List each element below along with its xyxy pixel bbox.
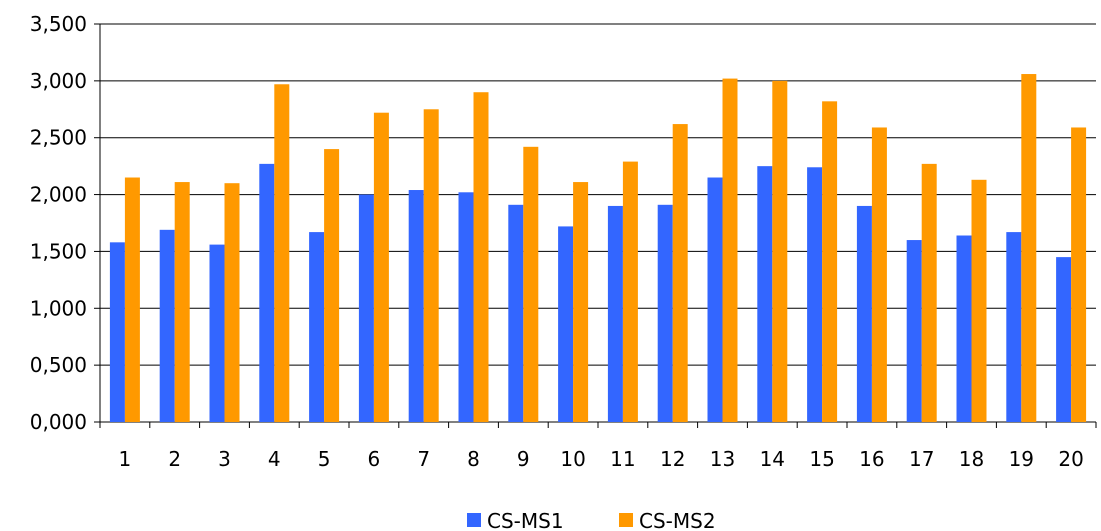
x-tick-label: 14 bbox=[760, 447, 785, 471]
y-tick-label: 3,500 bbox=[30, 12, 87, 36]
bar-cs-ms1-cat-4 bbox=[259, 163, 275, 422]
x-tick-label: 12 bbox=[660, 447, 685, 471]
x-tick-label: 16 bbox=[859, 447, 884, 471]
bar-cs-ms1-cat-19 bbox=[1006, 232, 1022, 422]
bar-cs-ms1-cat-3 bbox=[209, 244, 225, 422]
bar-cs-ms2-cat-3 bbox=[224, 183, 240, 422]
bar-cs-ms1-cat-10 bbox=[558, 226, 574, 422]
y-tick-label: 2,500 bbox=[30, 126, 87, 150]
bar-cs-ms1-cat-12 bbox=[657, 204, 673, 422]
bar-cs-ms2-cat-10 bbox=[573, 182, 589, 422]
bar-cs-ms1-cat-9 bbox=[508, 204, 524, 422]
x-tick-label: 20 bbox=[1058, 447, 1083, 471]
y-tick-labels: 0,000 0,500 1,000 1,500 2,000 2,500 3,000 3,500 bbox=[30, 12, 87, 434]
x-tick-label: 13 bbox=[710, 447, 735, 471]
legend: CS-MS1 CS-MS2 bbox=[467, 509, 716, 531]
x-tick-label: 19 bbox=[1009, 447, 1034, 471]
legend-label-cs-ms1: CS-MS1 bbox=[487, 509, 564, 531]
y-tick-label: 1,500 bbox=[30, 239, 87, 263]
bar-cs-ms2-cat-11 bbox=[622, 161, 638, 422]
bar-cs-ms1-cat-6 bbox=[358, 194, 374, 422]
bar-cs-ms1-cat-5 bbox=[309, 232, 325, 422]
gridlines bbox=[100, 23, 1096, 366]
x-tick-label: 2 bbox=[168, 447, 181, 471]
bar-cs-ms2-cat-13 bbox=[722, 78, 738, 422]
x-tick-label: 8 bbox=[467, 447, 480, 471]
bar-cs-ms1-cat-15 bbox=[807, 167, 823, 422]
bar-cs-ms1-cat-14 bbox=[757, 166, 773, 422]
bar-cs-ms2-cat-7 bbox=[423, 109, 439, 423]
bar-cs-ms1-cat-1 bbox=[109, 242, 125, 422]
x-tick-label: 10 bbox=[560, 447, 585, 471]
y-tick-label: 2,000 bbox=[30, 183, 87, 207]
x-tick-label: 9 bbox=[517, 447, 530, 471]
x-tick-label: 5 bbox=[318, 447, 331, 471]
bar-cs-ms2-cat-19 bbox=[1021, 74, 1037, 422]
bar-cs-ms2-cat-17 bbox=[921, 163, 937, 422]
bar-cs-ms2-cat-8 bbox=[473, 92, 489, 422]
bar-cs-ms1-cat-8 bbox=[458, 192, 474, 422]
y-tick-label: 1,000 bbox=[30, 296, 87, 320]
bar-cs-ms1-cat-16 bbox=[856, 205, 872, 422]
x-tick-label: 4 bbox=[268, 447, 281, 471]
bar-cs-ms1-cat-2 bbox=[159, 229, 175, 422]
bar-cs-ms2-cat-18 bbox=[971, 179, 987, 422]
legend-swatch-cs-ms2 bbox=[619, 513, 633, 527]
x-tick-label: 7 bbox=[417, 447, 430, 471]
y-tick-label: 0,500 bbox=[30, 353, 87, 377]
bar-cs-ms2-cat-16 bbox=[871, 127, 887, 422]
x-tick-label: 17 bbox=[909, 447, 934, 471]
x-tick-label: 15 bbox=[809, 447, 834, 471]
legend-label-cs-ms2: CS-MS2 bbox=[639, 509, 716, 531]
bar-cs-ms1-cat-17 bbox=[906, 240, 922, 422]
axes bbox=[94, 23, 1097, 428]
bar-cs-ms2-cat-9 bbox=[523, 146, 539, 422]
bar-cs-ms2-cat-12 bbox=[672, 124, 688, 422]
y-tick-label: 3,000 bbox=[30, 69, 87, 93]
bar-cs-ms2-cat-6 bbox=[373, 112, 389, 422]
bar-cs-ms1-cat-13 bbox=[707, 177, 723, 422]
x-tick-label: 11 bbox=[610, 447, 635, 471]
bar-cs-ms2-cat-5 bbox=[324, 149, 340, 423]
bars bbox=[109, 74, 1087, 423]
bar-cs-ms2-cat-4 bbox=[274, 84, 290, 423]
bar-cs-ms2-cat-20 bbox=[1071, 127, 1087, 422]
x-tick-labels: 1 2 3 4 5 6 7 8 9 10 11 12 13 14 15 16 17 18 19 20 bbox=[119, 447, 1084, 471]
bar-cs-ms1-cat-18 bbox=[956, 235, 972, 422]
x-tick-label: 3 bbox=[218, 447, 231, 471]
bar-cs-ms1-cat-7 bbox=[408, 190, 424, 422]
y-tick-label: 0,000 bbox=[30, 410, 87, 434]
legend-swatch-cs-ms1 bbox=[467, 513, 481, 527]
x-tick-label: 18 bbox=[959, 447, 984, 471]
bar-cs-ms2-cat-2 bbox=[174, 182, 190, 422]
bar-cs-ms1-cat-20 bbox=[1056, 257, 1072, 422]
bar-cs-ms2-cat-1 bbox=[124, 177, 140, 422]
bar-cs-ms2-cat-14 bbox=[772, 80, 788, 422]
bar-cs-ms2-cat-15 bbox=[822, 101, 838, 422]
x-tick-label: 6 bbox=[368, 447, 381, 471]
bar-cs-ms1-cat-11 bbox=[607, 205, 623, 422]
x-tick-label: 1 bbox=[119, 447, 132, 471]
